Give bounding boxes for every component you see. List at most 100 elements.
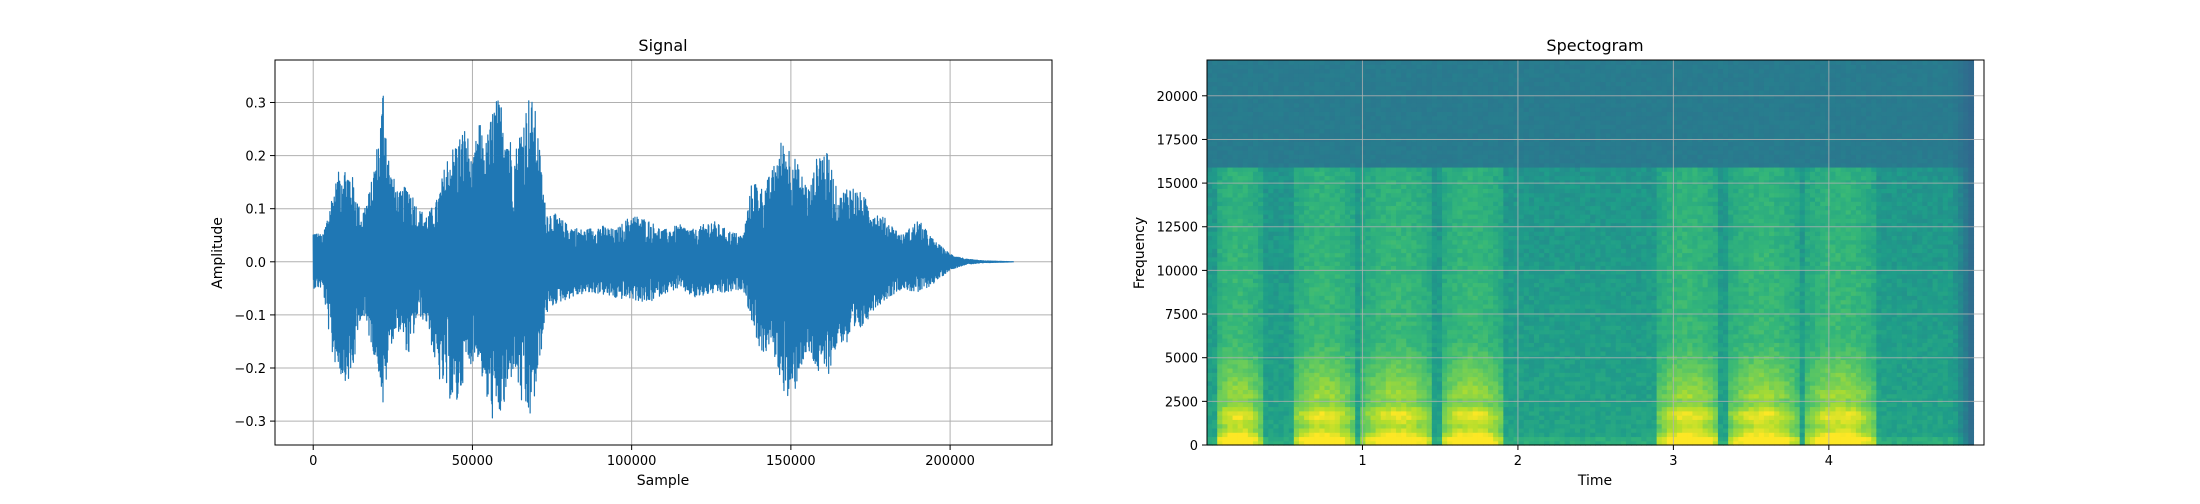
spectrogram-cell: [1273, 107, 1279, 112]
spectrogram-cell: [1304, 398, 1310, 403]
spectrogram-cell: [1365, 86, 1371, 91]
spectrogram-cell: [1330, 128, 1336, 133]
spectrogram-cell: [1243, 214, 1249, 219]
spectrogram-cell: [1319, 304, 1325, 309]
spectrogram-cell: [1299, 274, 1305, 279]
spectrogram-cell: [1457, 111, 1463, 116]
spectrogram-cell: [1299, 133, 1305, 138]
spectrogram-cell: [1258, 77, 1264, 82]
spectrogram-cell: [1253, 90, 1259, 95]
spectrogram-cell: [1447, 253, 1453, 258]
spectrogram-cell: [1360, 124, 1366, 129]
spectrogram-cell: [1263, 184, 1269, 189]
spectrogram-cell: [1427, 342, 1433, 347]
spectrogram-cell: [1473, 193, 1479, 198]
spectrogram-cell: [1483, 295, 1489, 300]
spectrogram-cell: [1222, 261, 1228, 266]
spectrogram-cell: [1473, 347, 1479, 352]
spectrogram-cell: [1462, 278, 1468, 283]
spectrogram-cell: [1258, 253, 1264, 258]
spectrogram-cell: [1222, 214, 1228, 219]
spectrogram-cell: [1447, 372, 1453, 377]
spectrogram-cell: [1371, 338, 1377, 343]
spectrogram-cell: [1289, 428, 1295, 433]
spectrogram-cell: [1422, 120, 1428, 125]
spectrogram-cell: [1279, 176, 1285, 181]
spectrogram-cell: [1289, 205, 1295, 210]
spectrogram-cell: [1401, 436, 1407, 441]
spectrogram-cell: [1386, 389, 1392, 394]
spectrogram-cell: [1437, 81, 1443, 86]
spectrogram-cell: [1350, 227, 1356, 232]
spectrogram-cell: [1325, 81, 1331, 86]
spectrogram-cell: [1319, 205, 1325, 210]
spectrogram-cell: [1386, 120, 1392, 125]
spectrogram-cell: [1381, 81, 1387, 86]
spectrogram-cell: [1263, 424, 1269, 429]
spectrogram-cell: [1248, 424, 1254, 429]
spectrogram-cell: [1268, 86, 1274, 91]
spectrogram-cell: [1483, 90, 1489, 95]
spectrogram-cell: [1452, 415, 1458, 420]
spectrogram-cell: [1432, 304, 1438, 309]
spectrogram-cell: [1462, 201, 1468, 206]
spectrogram-cell: [1340, 69, 1346, 74]
spectrogram-cell: [1284, 180, 1290, 185]
spectrogram-cell: [1294, 278, 1300, 283]
spectrogram-cell: [1396, 107, 1402, 112]
spectrogram-cell: [1432, 368, 1438, 373]
spectrogram-cell: [1263, 176, 1269, 181]
spectrogram-cell: [1411, 103, 1417, 108]
spectrogram-cell: [1365, 317, 1371, 322]
spectrogram-cell: [1279, 291, 1285, 296]
spectrogram-cell: [1483, 227, 1489, 232]
spectrogram-cell: [1452, 146, 1458, 151]
spectrogram-cell: [1442, 120, 1448, 125]
spectrogram-cell: [1432, 291, 1438, 296]
spectrogram-cell: [1319, 342, 1325, 347]
spectrogram-cell: [1478, 81, 1484, 86]
spectrogram-cell: [1381, 171, 1387, 176]
spectrogram-cell: [1376, 291, 1382, 296]
spectrogram-cell: [1304, 330, 1310, 335]
spectrogram-cell: [1355, 171, 1361, 176]
spectrogram-cell: [1340, 133, 1346, 138]
spectrogram-cell: [1340, 141, 1346, 146]
spectrogram-cell: [1217, 193, 1223, 198]
spectrogram-cell: [1258, 402, 1264, 407]
spectrogram-cell: [1335, 325, 1341, 330]
spectrogram-cell: [1217, 317, 1223, 322]
spectrogram-cell: [1442, 257, 1448, 262]
spectrogram-cell: [1319, 124, 1325, 129]
spectrogram-cell: [1279, 312, 1285, 317]
spectrogram-cell: [1289, 321, 1295, 326]
spectrogram-cell: [1411, 432, 1417, 437]
spectrogram-cell: [1273, 146, 1279, 151]
spectrogram-cell: [1462, 64, 1468, 69]
spectrogram-cell: [1227, 265, 1233, 270]
spectrogram-cell: [1227, 419, 1233, 424]
spectrogram-cell: [1422, 188, 1428, 193]
spectrogram-cell: [1238, 240, 1244, 245]
spectrogram-cell: [1243, 94, 1249, 99]
spectrogram-cell: [1452, 201, 1458, 206]
spectrogram-cell: [1360, 69, 1366, 74]
spectrogram-cell: [1299, 240, 1305, 245]
spectrogram-cell: [1422, 291, 1428, 296]
spectrogram-cell: [1212, 197, 1218, 202]
spectrogram-cell: [1294, 389, 1300, 394]
spectrogram-cell: [1396, 300, 1402, 305]
spectrogram-cell: [1284, 176, 1290, 181]
spectrogram-cell: [1268, 428, 1274, 433]
spectrogram-cell: [1371, 180, 1377, 185]
spectrogram-cell: [1468, 381, 1474, 386]
spectrogram-cell: [1427, 69, 1433, 74]
spectrogram-cell: [1416, 64, 1422, 69]
spectrogram-cell: [1273, 312, 1279, 317]
spectrogram-cell: [1207, 389, 1213, 394]
spectrogram-cell: [1416, 334, 1422, 339]
spectrogram-cell: [1340, 146, 1346, 151]
spectrogram-cell: [1376, 218, 1382, 223]
spectrogram-cell: [1406, 188, 1412, 193]
spectrogram-cell: [1427, 111, 1433, 116]
